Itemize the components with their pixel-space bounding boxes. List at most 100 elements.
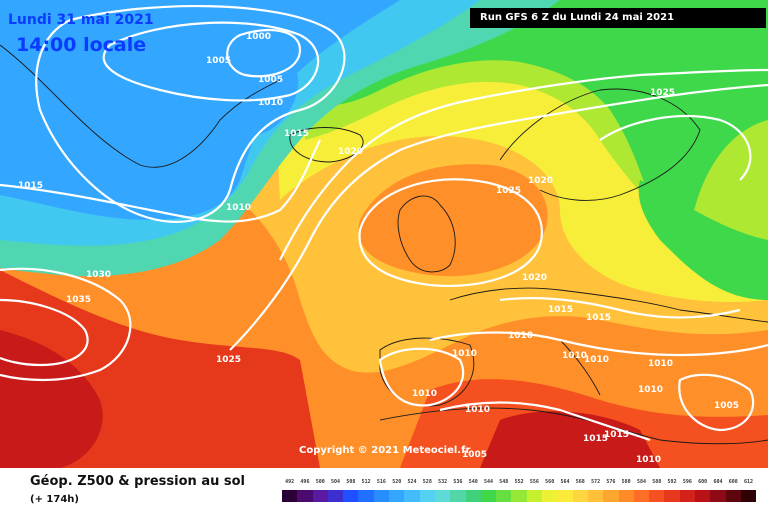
- isobar-labels: 1000 1005 1005 1010 1015 1020 1015 1010 …: [18, 32, 739, 465]
- isobar-label: 1020: [528, 176, 553, 186]
- field-green: [330, 0, 768, 239]
- scale-value-label: 508: [346, 479, 356, 485]
- isobar-1005-ring: [102, 21, 320, 102]
- scale-swatch: [404, 490, 420, 502]
- isobar-label: 1015: [284, 129, 309, 139]
- scale-swatch: [664, 490, 680, 502]
- isobar-label: 1025: [216, 355, 241, 365]
- legend-title: Géop. Z500 & pression au sol: [30, 474, 245, 489]
- isobar-label: 1030: [86, 270, 111, 280]
- europe-coast: [449, 287, 768, 323]
- scale-swatch: [679, 490, 696, 502]
- scale-swatch: [572, 490, 588, 502]
- isobar-label: 1005: [258, 75, 283, 85]
- isobar-label: 1010: [508, 331, 533, 341]
- scale-value-label: 500: [315, 479, 325, 485]
- isobar-label: 1035: [66, 295, 91, 305]
- scale-swatch: [618, 490, 634, 502]
- isobar-high-uk: [358, 178, 543, 287]
- isobar-label: 1015: [548, 305, 573, 315]
- scale-swatch: [526, 490, 543, 502]
- scale-swatch: [587, 490, 604, 502]
- scale-value-label: 512: [361, 479, 371, 485]
- greenland-coast: [0, 44, 281, 168]
- isobar-label: 1010: [412, 389, 437, 399]
- isobar-1020-arc: [279, 68, 768, 261]
- isobar-label: 1010: [452, 349, 477, 359]
- scale-value-label: 588: [652, 479, 662, 485]
- field-deep-red-africa: [480, 411, 660, 468]
- scale-value-label: 492: [285, 479, 295, 485]
- scale-swatch: [603, 490, 619, 502]
- scale-value-label: 516: [376, 479, 386, 485]
- scale-value-label: 528: [422, 479, 432, 485]
- isobar-label: 1020: [338, 147, 363, 157]
- forecast-local-time: 14:00 locale: [16, 34, 147, 56]
- scale-value-label: 592: [667, 479, 677, 485]
- color-scale-strip: [282, 490, 757, 502]
- scale-swatch: [389, 490, 405, 502]
- isobar-label: 1015: [583, 434, 608, 444]
- scale-value-label: 576: [606, 479, 616, 485]
- isobar-label: 1025: [496, 186, 521, 196]
- isobar-label: 1020: [522, 273, 547, 283]
- scale-value-label: 596: [682, 479, 692, 485]
- scale-value-label: 536: [453, 479, 463, 485]
- scale-value-label: 564: [560, 479, 570, 485]
- pressure-map: 1000 1005 1005 1010 1015 1020 1015 1010 …: [0, 0, 768, 468]
- scale-value-label: 568: [575, 479, 585, 485]
- isobar-europe-1010: [429, 331, 768, 357]
- isobar-east: [678, 373, 755, 432]
- isobar-iberia: [378, 347, 465, 407]
- scale-swatch: [327, 490, 344, 502]
- isobar-label: 1015: [18, 181, 43, 191]
- scale-swatch: [725, 490, 741, 502]
- scale-value-label: 504: [331, 479, 341, 485]
- field-green-east: [638, 180, 768, 300]
- isobar-label: 1005: [206, 56, 231, 66]
- scale-swatch: [496, 490, 512, 502]
- scale-value-label: 580: [621, 479, 631, 485]
- isobar-label: 1010: [636, 455, 661, 465]
- isobar-label: 1015: [604, 430, 629, 440]
- run-info-banner: Run GFS 6 Z du Lundi 24 mai 2021: [470, 8, 766, 28]
- isobar-1025-arc: [229, 83, 768, 351]
- scale-swatch: [740, 490, 757, 502]
- scale-swatch: [373, 490, 390, 502]
- scale-value-label: 560: [545, 479, 555, 485]
- isobar-lines: [0, 4, 768, 442]
- scale-swatch: [282, 490, 298, 502]
- scale-value-label: 540: [468, 479, 478, 485]
- scale-value-label: 612: [744, 479, 754, 485]
- isobar-label: 1005: [462, 450, 487, 460]
- isobar-label: 1015: [586, 313, 611, 323]
- isobar-label: 1010: [584, 355, 609, 365]
- scale-swatch: [480, 490, 497, 502]
- scale-value-label: 556: [529, 479, 539, 485]
- color-scale-labels: 492 496 500 504 508 512 516 520 524 528 532 536 540 5…: [282, 479, 756, 489]
- scale-swatch: [358, 490, 374, 502]
- isobar-low-core: [226, 28, 302, 78]
- scale-value-label: 600: [698, 479, 708, 485]
- scandinavia-coast: [499, 88, 701, 201]
- italy-coast: [559, 339, 601, 396]
- scale-value-label: 520: [392, 479, 402, 485]
- scale-value-label: 584: [636, 479, 646, 485]
- scale-swatch: [419, 490, 435, 502]
- scale-value-label: 548: [499, 479, 509, 485]
- legend-subtitle: (+ 174h): [30, 494, 79, 505]
- scale-value-label: 572: [591, 479, 601, 485]
- forecast-date: Lundi 31 mai 2021: [8, 12, 154, 28]
- scale-value-label: 524: [407, 479, 417, 485]
- scale-swatch: [649, 490, 665, 502]
- isobar-label: 1010: [562, 351, 587, 361]
- copyright-text: Copyright © 2021 Meteociel.fr: [299, 445, 471, 456]
- isobar-1035-ring: [0, 298, 89, 367]
- isobar-1030-ring: [0, 267, 132, 382]
- scale-value-label: 552: [514, 479, 524, 485]
- isobar-label: 1010: [638, 385, 663, 395]
- scale-swatch: [557, 490, 573, 502]
- isobar-label: 1005: [714, 401, 739, 411]
- scale-value-label: 496: [300, 479, 310, 485]
